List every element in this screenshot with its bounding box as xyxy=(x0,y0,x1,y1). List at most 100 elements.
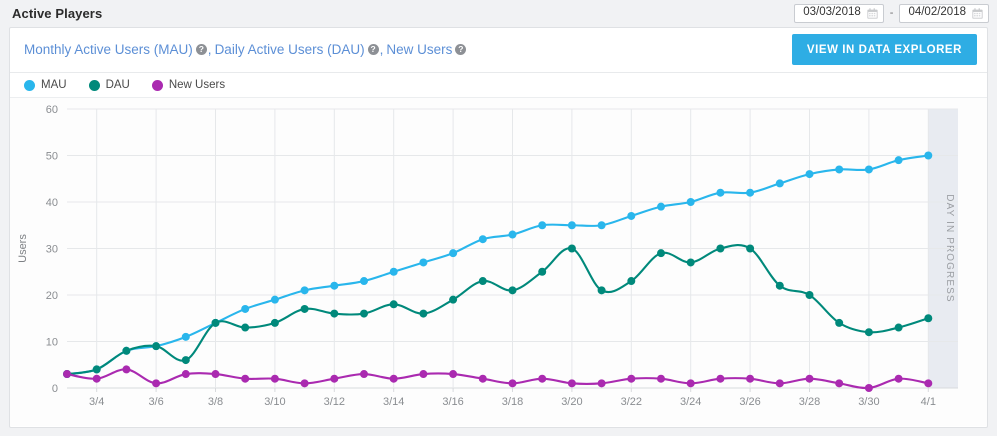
data-point[interactable] xyxy=(241,323,250,332)
data-point[interactable] xyxy=(864,384,873,392)
chart-plot-area[interactable]: DAY IN PROGRESS 0 10 20 30 40 50 60 Users 3/4 3/6 3… xyxy=(10,98,987,426)
help-icon[interactable]: ? xyxy=(455,43,467,55)
date-range-picker[interactable]: 03/03/2018 - 04/02/2018 xyxy=(794,3,989,23)
data-point[interactable] xyxy=(835,379,844,388)
data-point[interactable] xyxy=(716,374,725,383)
data-point[interactable] xyxy=(330,374,339,383)
data-point[interactable] xyxy=(241,374,250,383)
legend-item-mau[interactable]: MAU xyxy=(24,79,67,91)
date-to-field[interactable]: 04/02/2018 xyxy=(899,3,989,23)
data-point[interactable] xyxy=(567,244,576,253)
data-point[interactable] xyxy=(835,318,844,327)
data-point[interactable] xyxy=(508,286,517,295)
data-point[interactable] xyxy=(775,179,784,188)
data-point[interactable] xyxy=(419,258,428,267)
data-point[interactable] xyxy=(360,277,368,286)
data-point[interactable] xyxy=(538,267,547,276)
data-point[interactable] xyxy=(389,300,398,309)
metric-link-mau[interactable]: Monthly Active Users (MAU) xyxy=(24,42,193,58)
data-point[interactable] xyxy=(567,379,576,388)
data-point[interactable] xyxy=(805,374,814,383)
data-point[interactable] xyxy=(419,370,428,379)
data-point[interactable] xyxy=(538,221,547,230)
data-point[interactable] xyxy=(597,286,606,295)
data-point[interactable] xyxy=(924,314,933,323)
data-point[interactable] xyxy=(805,291,814,299)
data-point[interactable] xyxy=(746,188,755,197)
data-point[interactable] xyxy=(152,379,161,388)
data-point[interactable] xyxy=(330,309,339,318)
data-point[interactable] xyxy=(92,374,101,383)
legend-item-new-users[interactable]: New Users xyxy=(151,79,225,91)
view-in-data-explorer-button[interactable]: VIEW IN DATA EXPLORER xyxy=(791,34,977,65)
data-point[interactable] xyxy=(746,244,755,253)
data-point[interactable] xyxy=(597,221,606,230)
data-point[interactable] xyxy=(686,379,695,388)
data-point[interactable] xyxy=(894,323,903,332)
data-point[interactable] xyxy=(716,188,725,197)
data-point[interactable] xyxy=(360,370,368,379)
data-point[interactable] xyxy=(805,170,814,179)
data-point[interactable] xyxy=(92,365,101,374)
data-point[interactable] xyxy=(211,318,220,327)
data-point[interactable] xyxy=(241,304,250,313)
data-point[interactable] xyxy=(508,379,517,388)
data-point[interactable] xyxy=(449,295,458,304)
data-point[interactable] xyxy=(627,374,636,383)
data-point[interactable] xyxy=(300,286,309,295)
data-point[interactable] xyxy=(389,374,398,383)
data-point[interactable] xyxy=(567,221,576,230)
data-point[interactable] xyxy=(122,365,131,374)
data-point[interactable] xyxy=(63,370,71,379)
data-point[interactable] xyxy=(300,304,309,313)
metric-link-new-users[interactable]: New Users xyxy=(386,42,453,58)
data-point[interactable] xyxy=(894,156,903,165)
data-point[interactable] xyxy=(419,309,428,318)
data-point[interactable] xyxy=(924,151,933,160)
data-point[interactable] xyxy=(478,235,487,244)
series-line-dau[interactable] xyxy=(65,244,930,376)
help-icon[interactable]: ? xyxy=(367,43,379,55)
data-point[interactable] xyxy=(627,277,636,286)
data-point[interactable] xyxy=(657,249,665,258)
data-point[interactable] xyxy=(389,267,398,276)
metric-link-dau[interactable]: Daily Active Users (DAU) xyxy=(214,42,365,58)
data-point[interactable] xyxy=(775,281,784,290)
data-point[interactable] xyxy=(686,258,695,267)
data-point[interactable] xyxy=(270,295,279,304)
data-point[interactable] xyxy=(478,277,487,286)
data-point[interactable] xyxy=(657,374,665,383)
data-point[interactable] xyxy=(122,346,131,355)
data-point[interactable] xyxy=(181,370,190,379)
data-point[interactable] xyxy=(211,370,220,379)
data-point[interactable] xyxy=(152,342,161,351)
data-point[interactable] xyxy=(894,374,903,383)
data-point[interactable] xyxy=(270,374,279,383)
data-point[interactable] xyxy=(627,211,636,220)
data-point[interactable] xyxy=(181,356,190,365)
data-point[interactable] xyxy=(449,249,458,258)
data-point[interactable] xyxy=(716,244,725,253)
help-icon[interactable]: ? xyxy=(195,43,207,55)
data-point[interactable] xyxy=(657,202,665,211)
data-point[interactable] xyxy=(330,281,339,290)
data-point[interactable] xyxy=(775,379,784,388)
data-point[interactable] xyxy=(864,165,873,174)
data-point[interactable] xyxy=(508,230,517,239)
data-point[interactable] xyxy=(597,379,606,388)
data-point[interactable] xyxy=(270,318,279,327)
data-point[interactable] xyxy=(478,374,487,383)
data-point[interactable] xyxy=(300,379,309,388)
legend-item-dau[interactable]: DAU xyxy=(88,79,130,91)
data-point[interactable] xyxy=(924,379,933,388)
series-line-new-users[interactable] xyxy=(65,368,930,390)
data-point[interactable] xyxy=(864,328,873,337)
data-point[interactable] xyxy=(181,332,190,341)
data-point[interactable] xyxy=(449,370,458,379)
date-from-field[interactable]: 03/03/2018 xyxy=(794,3,884,23)
data-point[interactable] xyxy=(746,374,755,383)
data-point[interactable] xyxy=(835,165,844,174)
data-point[interactable] xyxy=(686,198,695,206)
data-point[interactable] xyxy=(360,309,368,318)
